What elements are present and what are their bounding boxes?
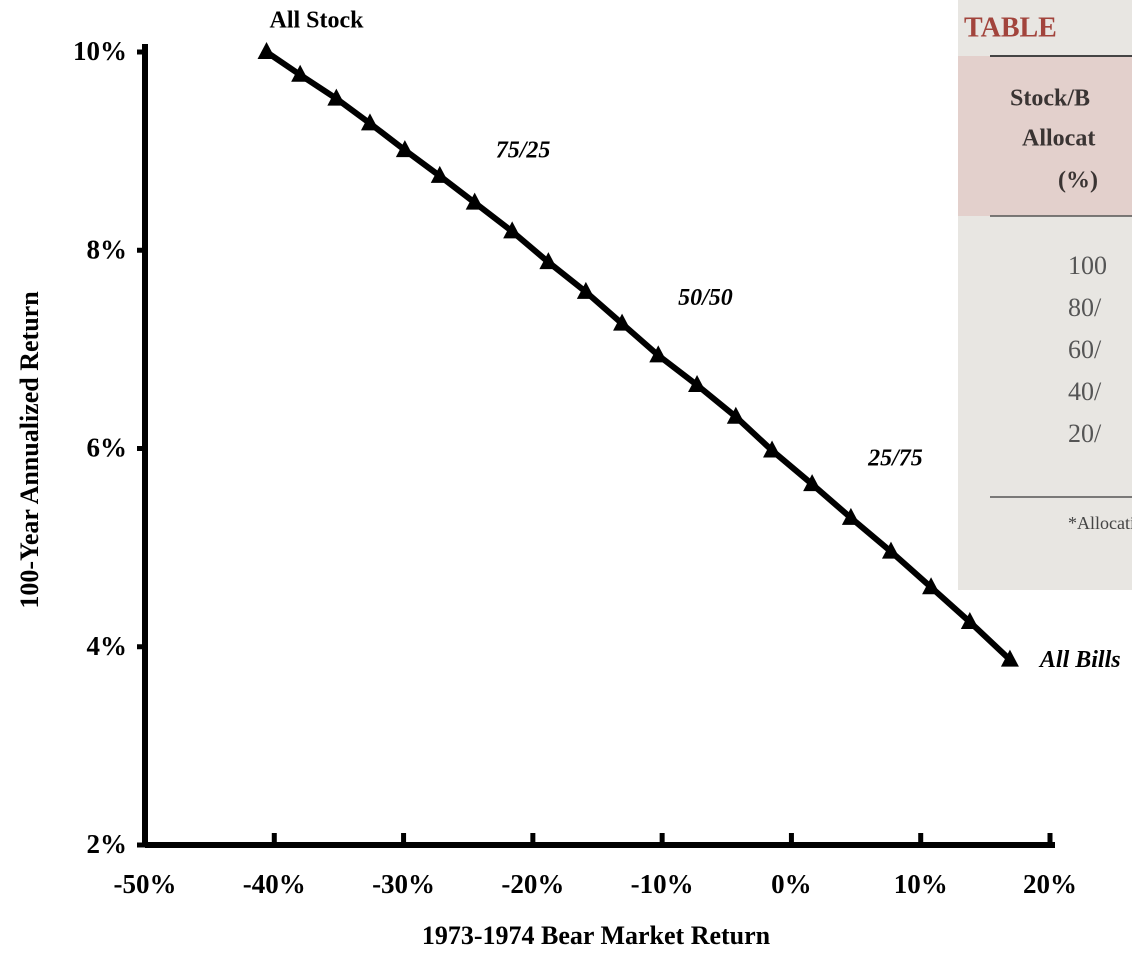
inset-header: Stock/B bbox=[1010, 86, 1090, 112]
data-point bbox=[803, 474, 822, 492]
x-tick-label: -40% bbox=[243, 869, 306, 899]
data-point bbox=[1000, 649, 1019, 667]
data-line bbox=[264, 49, 1012, 662]
inset-header: Allocat bbox=[1022, 126, 1095, 152]
annotation: 50/50 bbox=[678, 285, 733, 311]
x-axis-title: 1973-1974 Bear Market Return bbox=[422, 921, 771, 950]
inset-header: (%) bbox=[1058, 168, 1098, 194]
inset-row: 60/ bbox=[1068, 335, 1102, 364]
y-tick-label: 4% bbox=[87, 631, 128, 661]
data-point bbox=[613, 313, 632, 331]
data-point bbox=[922, 577, 941, 595]
inset-row: 40/ bbox=[1068, 377, 1102, 406]
y-axis-title: 100-Year Annualized Return bbox=[15, 291, 44, 609]
annotation: All Stock bbox=[270, 8, 365, 34]
x-tick-label: -30% bbox=[372, 869, 435, 899]
x-tick-label: 0% bbox=[771, 869, 812, 899]
x-tick-label: -20% bbox=[501, 869, 564, 899]
data-point bbox=[327, 88, 346, 106]
y-tick-label: 8% bbox=[87, 234, 128, 264]
annotation: 25/75 bbox=[867, 446, 923, 472]
x-tick-label: -50% bbox=[114, 869, 177, 899]
x-tick-label: 10% bbox=[894, 869, 948, 899]
data-point bbox=[688, 375, 707, 393]
data-point bbox=[360, 113, 379, 131]
y-tick-label: 2% bbox=[87, 829, 128, 859]
data-point bbox=[291, 64, 310, 82]
data-point bbox=[503, 221, 522, 239]
inset-footnote: *Allocatio bbox=[1068, 513, 1132, 533]
data-point bbox=[960, 611, 979, 629]
annotation: All Bills bbox=[1038, 647, 1121, 673]
data-point bbox=[395, 140, 414, 158]
data-point bbox=[649, 345, 668, 363]
inset-row: 80/ bbox=[1068, 293, 1102, 322]
data-point bbox=[841, 507, 860, 525]
data-point bbox=[576, 281, 595, 299]
data-point bbox=[465, 192, 484, 210]
annotation: 75/25 bbox=[496, 137, 551, 163]
y-tick-label: 10% bbox=[73, 36, 127, 66]
inset-title: TABLE bbox=[964, 12, 1057, 43]
inset-header-band bbox=[958, 56, 1132, 216]
data-point bbox=[726, 406, 745, 424]
inset-row: 20/ bbox=[1068, 419, 1102, 448]
x-tick-label: 20% bbox=[1023, 869, 1077, 899]
data-point bbox=[257, 42, 276, 59]
x-tick-label: -10% bbox=[631, 869, 694, 899]
data-point bbox=[881, 541, 900, 559]
data-point bbox=[539, 252, 558, 270]
data-point bbox=[430, 165, 449, 183]
data-point bbox=[763, 440, 782, 458]
y-tick-label: 6% bbox=[87, 433, 128, 463]
inset-row: 100 bbox=[1068, 251, 1107, 280]
